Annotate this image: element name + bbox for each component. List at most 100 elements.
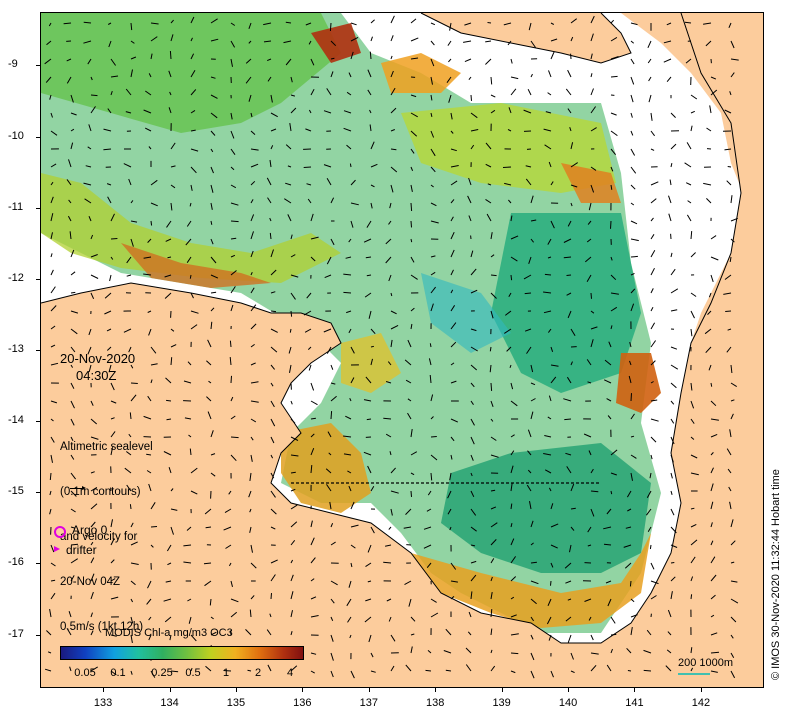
time-label: 04:30Z [76, 368, 117, 383]
velocity-vector [550, 503, 554, 510]
velocity-vector [470, 328, 477, 332]
velocity-vector [50, 592, 56, 600]
velocity-vector [285, 58, 292, 66]
velocity-vector [450, 148, 457, 152]
velocity-vector [530, 195, 534, 204]
velocity-vector [348, 485, 352, 492]
colorbar-label: 0.5 [185, 667, 201, 679]
velocity-vector [703, 22, 712, 25]
velocity-vector [290, 400, 293, 405]
velocity-vector [670, 418, 675, 424]
velocity-vector [390, 55, 393, 60]
velocity-vector [544, 469, 552, 474]
velocity-vector [70, 142, 74, 150]
velocity-vector [147, 310, 152, 313]
velocity-vector [448, 94, 452, 103]
velocity-vector [523, 109, 532, 114]
velocity-vector [710, 632, 718, 636]
velocity-vector [150, 53, 153, 60]
velocity-vector [129, 504, 132, 510]
velocity-vector [690, 576, 694, 582]
velocity-vector [190, 467, 198, 474]
latitude-tick-label: -10 [8, 129, 24, 142]
velocity-vector [650, 418, 659, 422]
velocity-vector [430, 472, 433, 481]
velocity-vector [50, 163, 57, 168]
velocity-vector [509, 364, 512, 368]
velocity-vector [410, 130, 418, 137]
velocity-vector [523, 274, 532, 280]
velocity-vector [485, 40, 492, 43]
velocity-vector [650, 454, 653, 460]
colorbar-label: 0.25 [151, 667, 173, 679]
velocity-vector [547, 416, 552, 420]
velocity-vector [210, 184, 214, 193]
velocity-vector [468, 177, 472, 186]
velocity-vector [190, 69, 196, 78]
velocity-vector [663, 40, 672, 44]
velocity-vector [730, 634, 734, 639]
velocity-vector [610, 256, 613, 261]
velocity-vector [50, 562, 56, 567]
velocity-vector [223, 670, 232, 672]
velocity-vector [150, 379, 153, 384]
velocity-vector [130, 616, 134, 624]
velocity-vector [563, 256, 572, 259]
velocity-vector [410, 429, 413, 438]
velocity-vector [130, 670, 133, 675]
drifter-label: drifter [66, 543, 97, 557]
velocity-vector [269, 613, 272, 618]
velocity-vector [687, 200, 692, 204]
velocity-vector [690, 328, 693, 337]
velocity-vector [630, 148, 636, 156]
velocity-vector [730, 217, 738, 222]
land-east-coast [561, 13, 763, 687]
velocity-vector [90, 94, 98, 97]
velocity-vector [543, 128, 552, 132]
velocity-vector [250, 199, 254, 204]
velocity-vector [326, 346, 332, 354]
velocity-vector [190, 129, 196, 132]
velocity-vector [104, 310, 112, 315]
velocity-vector [490, 310, 494, 319]
longitude-tick-label: 134 [160, 697, 179, 709]
velocity-vector [550, 22, 555, 25]
velocity-vector [530, 561, 537, 564]
velocity-vector [710, 522, 713, 528]
velocity-vector [310, 213, 314, 222]
info-line: 0.5m/s (1kt 12h) [60, 621, 144, 633]
velocity-vector [630, 238, 639, 242]
velocity-vector [148, 483, 152, 492]
velocity-vector [190, 148, 199, 152]
velocity-vector [450, 269, 454, 276]
velocity-vector [690, 539, 698, 546]
velocity-vector [210, 18, 218, 24]
velocity-vector [450, 249, 455, 258]
map-canvas[interactable] [41, 13, 764, 688]
velocity-vector [170, 357, 173, 366]
map-frame[interactable] [40, 12, 764, 688]
velocity-vector [426, 562, 432, 569]
velocity-vector [289, 123, 292, 132]
velocity-vector [350, 346, 355, 354]
velocity-vector [490, 94, 496, 98]
velocity-vector [363, 399, 372, 402]
velocity-vector [230, 611, 238, 618]
velocity-vector [730, 598, 739, 604]
velocity-vector [629, 360, 632, 366]
velocity-vector [470, 526, 477, 532]
velocity-vector [450, 362, 455, 366]
velocity-vector [370, 184, 375, 188]
velocity-vector [430, 436, 437, 438]
velocity-vector [530, 238, 534, 243]
velocity-vector [310, 557, 316, 564]
velocity-vector [210, 274, 219, 279]
velocity-vector [710, 483, 714, 492]
velocity-vector [186, 256, 192, 263]
velocity-vector [666, 649, 672, 654]
velocity-vector [490, 76, 493, 85]
velocity-vector [648, 94, 652, 103]
velocity-vector [369, 124, 372, 132]
longitude-tick-mark [169, 688, 171, 692]
velocity-vector [310, 537, 315, 546]
